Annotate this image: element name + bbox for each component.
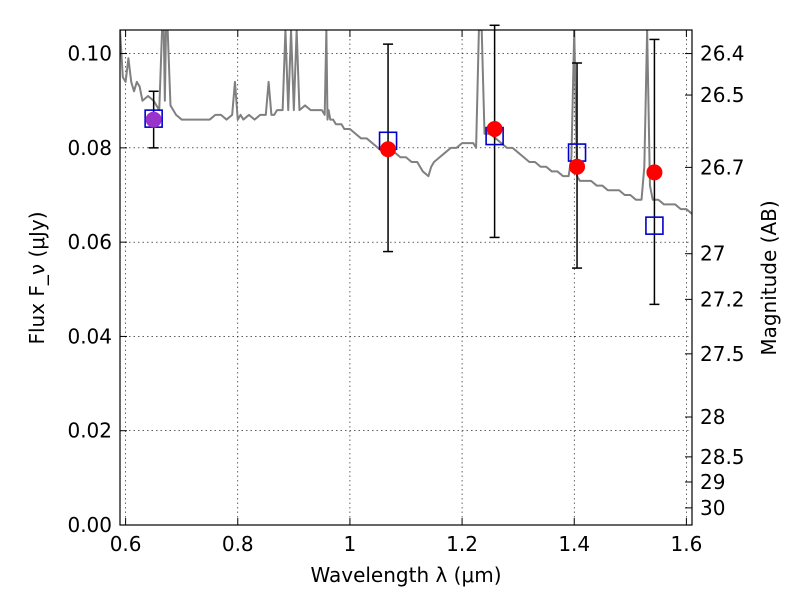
right-axis-label: Magnitude (AB) (757, 200, 781, 355)
axis-ticks: 0.6 0.8 1 1.2 1.4 1.6 0.00 0.02 0.04 0.06 0.08 0.10… (67, 30, 745, 556)
mag-tick-label: 28.5 (700, 445, 745, 469)
observed-flux-point (486, 121, 503, 137)
x-axis-label: Wavelength λ (μm) (310, 563, 501, 587)
x-tick-label: 1.6 (670, 532, 702, 556)
x-tick-label: 0.6 (110, 532, 142, 556)
observed-flux-point (569, 158, 586, 175)
mag-tick-label: 26.5 (700, 83, 745, 107)
x-tick-label: 1.4 (558, 532, 590, 556)
y-tick-label: 0.10 (67, 42, 112, 66)
spectrum-line (120, 30, 692, 215)
mag-tick-label: 30 (700, 496, 725, 520)
y-axis-label: Flux F_ν (μJy) (25, 211, 49, 344)
mag-tick-label: 27.5 (700, 342, 745, 366)
y-tick-label: 0.02 (67, 419, 112, 443)
x-tick-label: 1.2 (446, 532, 478, 556)
x-tick-label: 0.8 (222, 532, 254, 556)
y-tick-label: 0.06 (67, 230, 112, 254)
observed-flux-point (380, 141, 397, 158)
y-tick-label: 0.04 (67, 324, 112, 348)
mag-tick-label: 26.4 (700, 42, 745, 66)
mag-tick-label: 27.2 (700, 287, 745, 311)
model-band-square (645, 216, 664, 235)
x-tick-label: 1 (344, 532, 357, 556)
y-tick-label: 0.00 (67, 513, 112, 537)
model-band-markers (144, 109, 664, 235)
plot-frame (119, 29, 693, 526)
mag-tick-label: 29 (700, 470, 725, 494)
mag-tick-label: 26.7 (700, 155, 745, 179)
observed-flux-point (646, 164, 663, 181)
model-spectrum (120, 30, 692, 215)
grid (120, 30, 692, 526)
y-tick-label: 0.08 (67, 136, 112, 160)
observed-flux-markers (145, 111, 663, 181)
observed-flux-point (145, 111, 162, 128)
mag-tick-label: 27 (700, 242, 725, 266)
mag-tick-label: 28 (700, 405, 725, 429)
